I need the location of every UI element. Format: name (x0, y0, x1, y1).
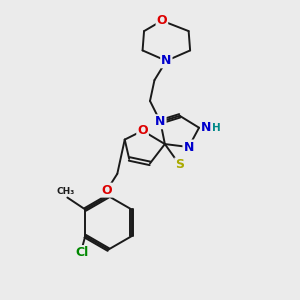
Text: O: O (102, 184, 112, 196)
Text: S: S (175, 158, 184, 171)
Text: O: O (157, 14, 167, 27)
Text: Cl: Cl (76, 246, 89, 259)
Text: N: N (155, 115, 166, 128)
Text: H: H (212, 123, 221, 133)
Text: N: N (201, 121, 212, 134)
Text: N: N (184, 140, 194, 154)
Text: O: O (137, 124, 148, 137)
Text: N: N (161, 54, 172, 67)
Text: CH₃: CH₃ (57, 187, 75, 196)
